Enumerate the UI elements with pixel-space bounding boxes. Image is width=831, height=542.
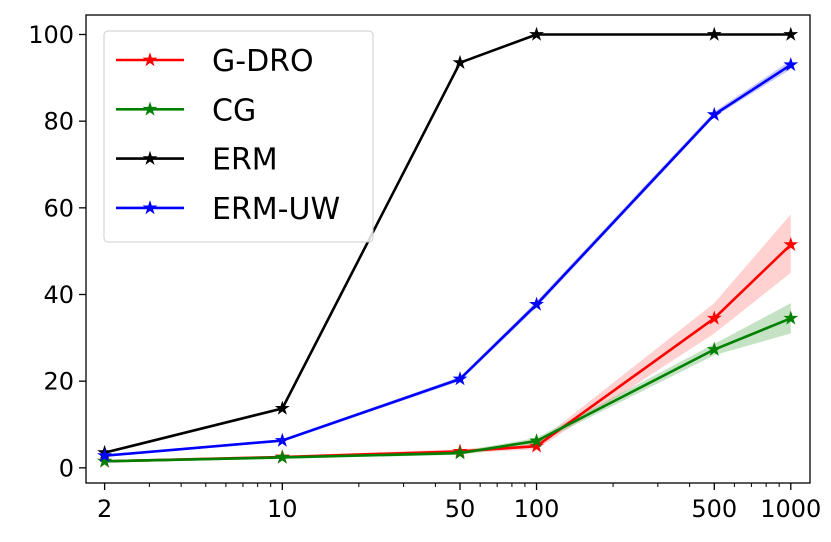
point-erm-uw-1000 — [783, 57, 799, 72]
x-tick-label: 500 — [691, 495, 737, 523]
point-erm-10 — [274, 400, 290, 415]
line-erm — [104, 33, 791, 454]
plot-area — [97, 26, 799, 468]
point-g-dro-100 — [529, 438, 544, 453]
series-lines — [104, 33, 792, 463]
legend-label-g-dro: G-DRO — [212, 44, 314, 79]
y-tick-label: 40 — [43, 281, 74, 309]
point-erm-uw-500 — [706, 106, 722, 121]
point-cg-50 — [452, 445, 468, 460]
y-tick-label: 100 — [28, 21, 74, 49]
legend: G-DRO CG ERM ERM-UW — [103, 30, 374, 243]
axes-frame — [85, 14, 811, 484]
point-cg-10 — [274, 449, 290, 464]
point-erm-500 — [706, 26, 722, 41]
line-erm-uw — [104, 63, 792, 457]
point-erm-uw-50 — [452, 371, 468, 386]
y-tick-label: 60 — [43, 194, 74, 222]
x-tick-label: 50 — [445, 495, 476, 523]
series-markers — [97, 26, 799, 468]
point-erm-50 — [452, 54, 468, 69]
point-cg-1000 — [783, 310, 799, 325]
y-tick-label: 0 — [59, 454, 74, 482]
point-cg-500 — [706, 341, 722, 356]
point-cg-100 — [529, 433, 544, 448]
legend-marker-g-dro — [142, 52, 158, 67]
legend-marker-cg — [142, 101, 158, 116]
point-erm-uw-100 — [529, 296, 544, 311]
x-tick-label: 100 — [514, 495, 560, 523]
confidence-bands — [104, 34, 791, 463]
x-tick-label: 2 — [97, 495, 112, 523]
x-tick-label: 10 — [267, 495, 298, 523]
point-g-dro-1000 — [783, 236, 799, 251]
point-g-dro-500 — [706, 310, 722, 325]
legend-label-erm-uw: ERM-UW — [212, 192, 340, 227]
band-cg — [104, 303, 791, 463]
point-erm-uw-2 — [97, 447, 113, 463]
point-erm-1000 — [783, 26, 799, 41]
legend-marker-erm-uw — [142, 200, 158, 215]
legend-label-cg: CG — [212, 93, 256, 128]
legend-marker-erm — [142, 150, 158, 165]
y-tick-label: 20 — [43, 368, 74, 396]
line-cg — [104, 317, 792, 463]
legend-label-erm: ERM — [212, 143, 278, 178]
point-erm-100 — [529, 26, 544, 41]
axes: 2 10 50 100 500 1000 0 20 40 60 80 100 — [28, 14, 821, 523]
point-erm-uw-10 — [274, 432, 290, 447]
x-tick-label: 1000 — [760, 495, 821, 523]
y-tick-label: 80 — [43, 108, 74, 136]
point-cg-2 — [97, 453, 113, 468]
legend-box — [103, 30, 374, 243]
